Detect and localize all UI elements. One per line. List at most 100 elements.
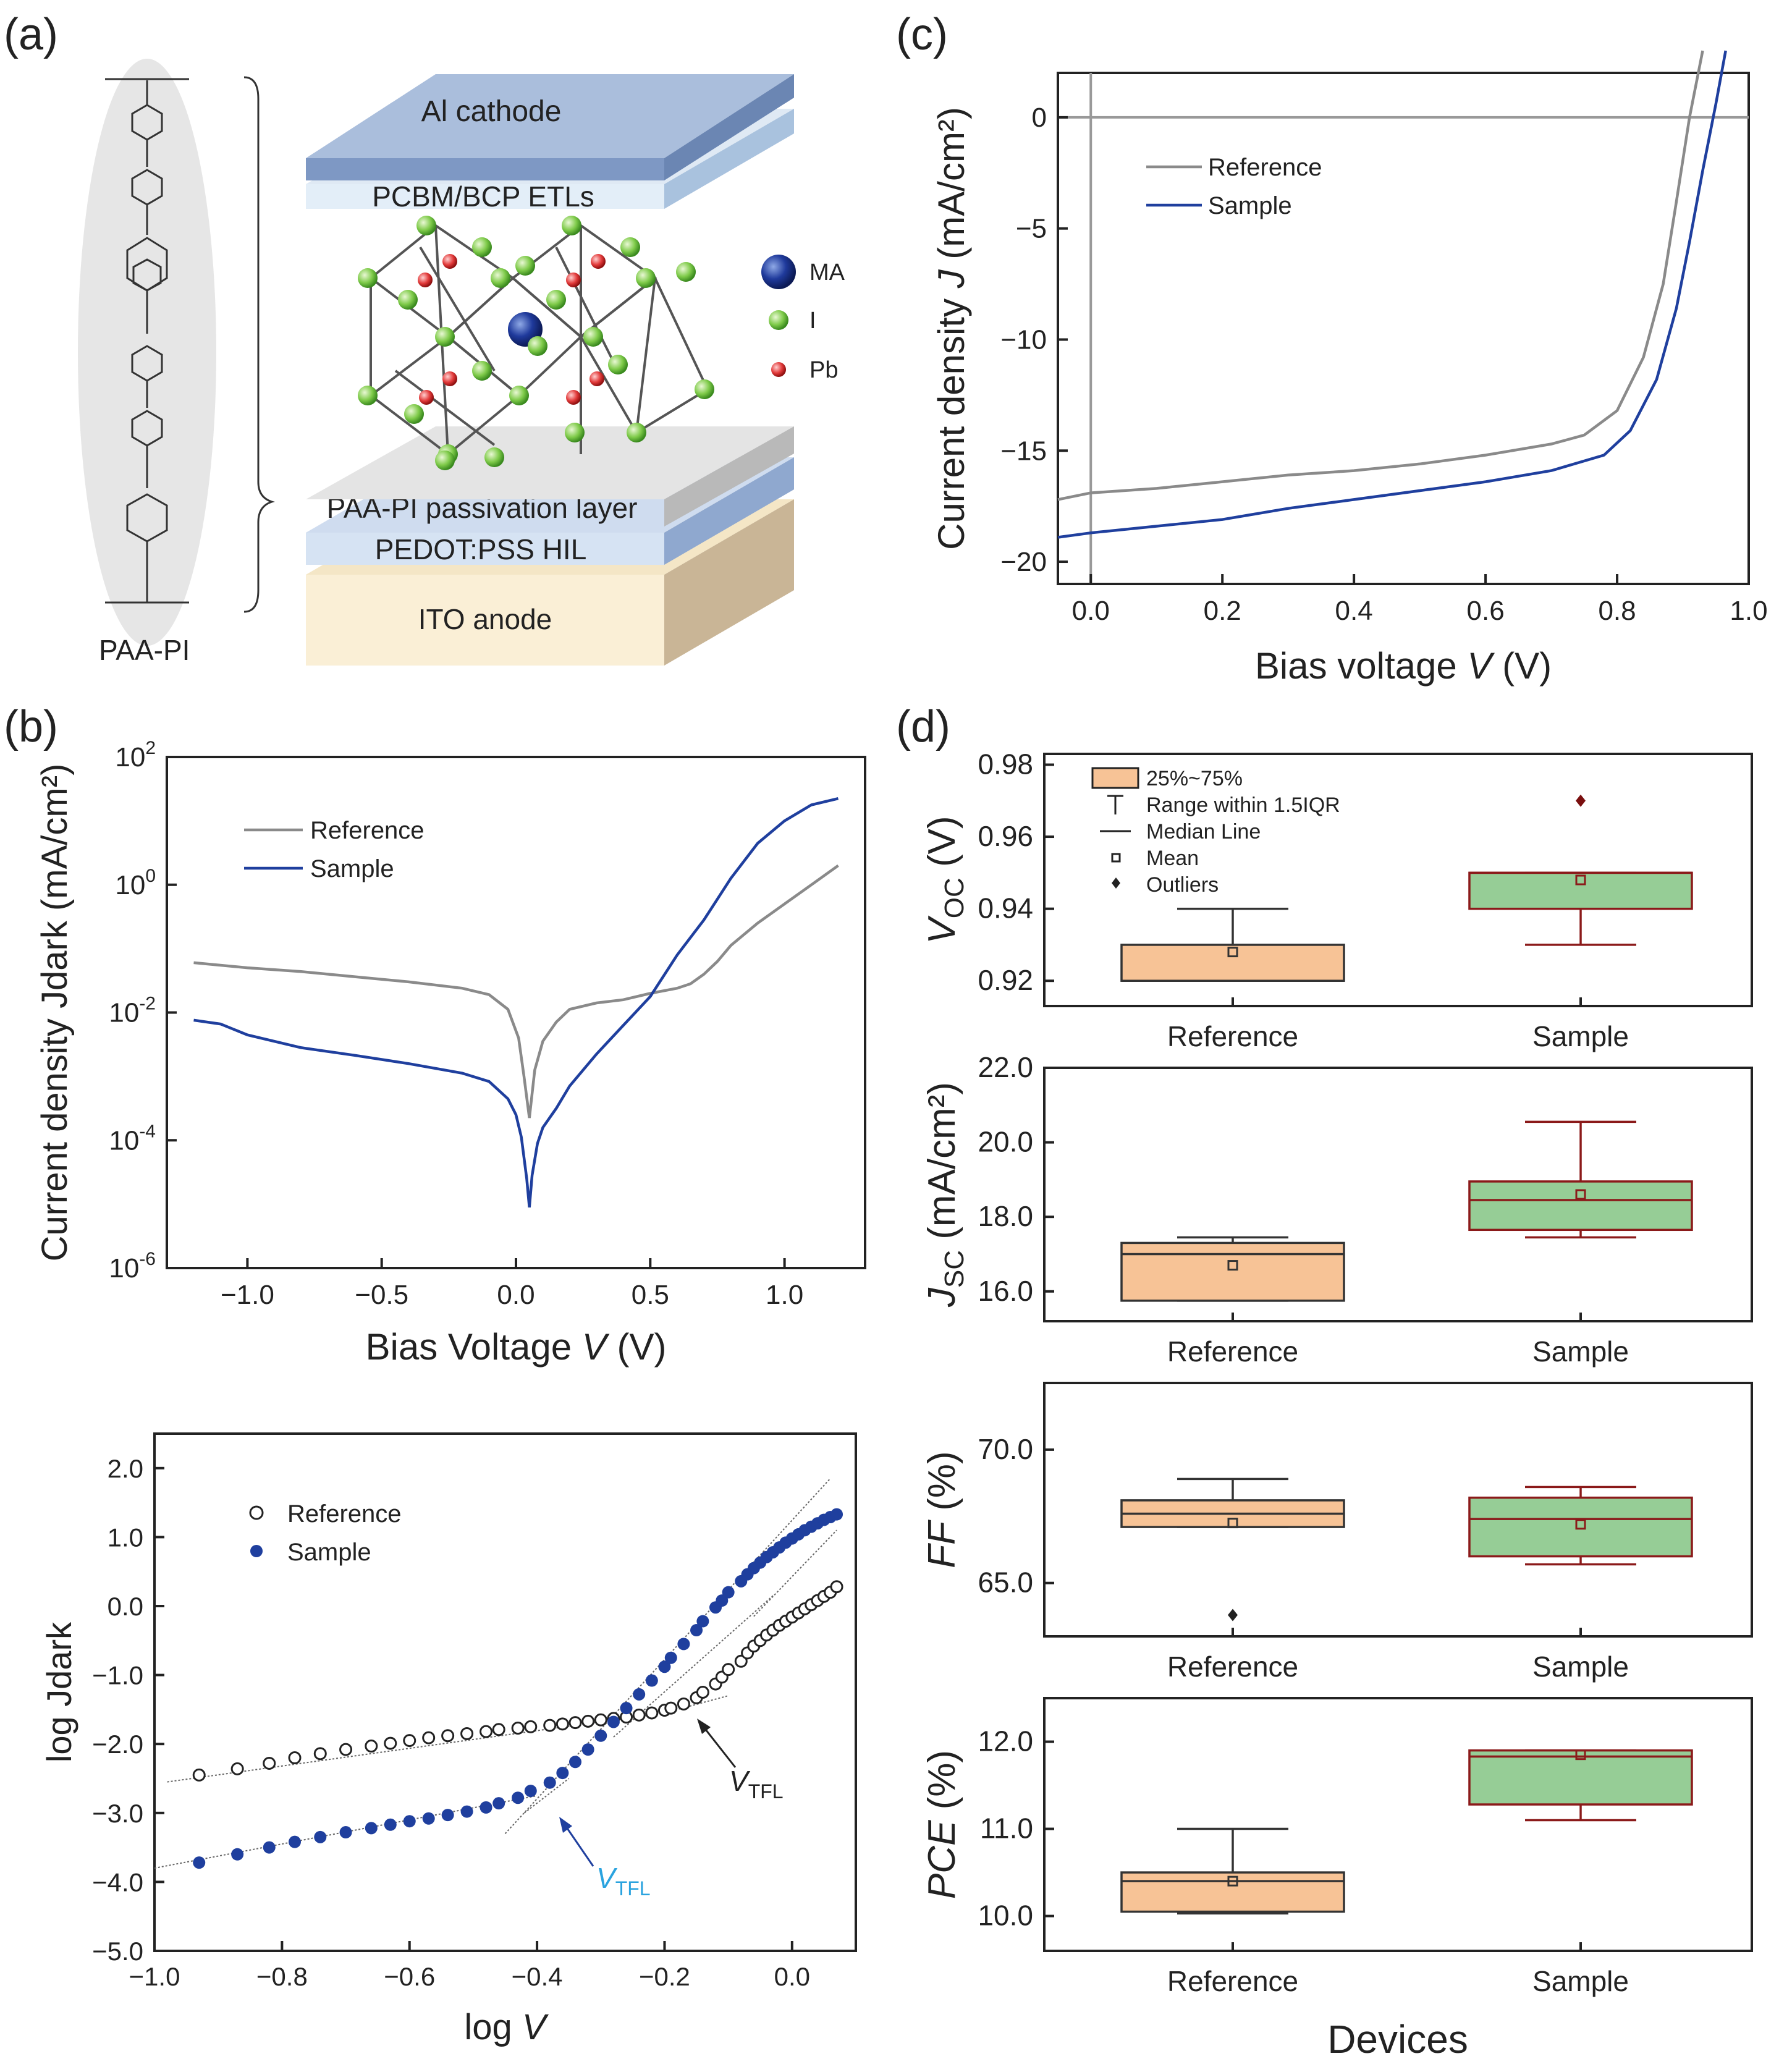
y-tick-label: 100 [115, 866, 156, 900]
sample-point [645, 1674, 658, 1687]
legend-label: Sample [1208, 192, 1292, 219]
sample-point [658, 1660, 671, 1673]
y-tick-label: 0 [1032, 103, 1047, 133]
reference-point [288, 1751, 302, 1765]
sample-point [581, 1743, 594, 1756]
legend-label: Median Line [1146, 820, 1261, 844]
al-cathode-side [664, 74, 794, 180]
sample-point [384, 1818, 397, 1831]
reference-point [263, 1756, 276, 1770]
sample-point [263, 1841, 276, 1854]
iqr-box [1468, 1749, 1693, 1806]
sample-point [664, 1651, 677, 1664]
series-sample [1057, 50, 1727, 539]
tfl-var: V [729, 1765, 751, 1797]
x-tick-label: 0.0 [774, 1962, 810, 1991]
x-tick-label: 1.0 [766, 1280, 803, 1310]
x-tick-label: 1.0 [1730, 596, 1767, 626]
y-axis-label: log Jdark [40, 1622, 78, 1762]
legend-label: 25%~75% [1146, 767, 1243, 790]
reference-point [568, 1716, 582, 1730]
x-tick-label: 0.8 [1598, 596, 1636, 626]
category-label: Reference [1167, 1651, 1298, 1683]
category-label: Sample [1532, 1651, 1629, 1683]
mean-marker [1227, 1875, 1238, 1887]
pcbm-side [664, 109, 794, 209]
y-axis-label: Current density Jdark (mA/cm²) [35, 764, 75, 1262]
y-tick-label: −4.0 [92, 1867, 143, 1897]
y-tick-base: 10 [109, 1125, 139, 1156]
panel-label-a: (a) [4, 10, 58, 59]
series-reference [1057, 50, 1704, 501]
layer-al: Al cathode [421, 95, 562, 128]
jv-chart: 0.0 0.2 0.4 0.6 0.8 1.0 0 −5 −10 −15 −20 Reference S… [931, 50, 1768, 687]
y-tick-label: −15 [1000, 436, 1047, 466]
reference-point [677, 1697, 690, 1710]
reference-point [230, 1762, 244, 1775]
box-charts: 0.92 0.94 0.96 0.98 Reference Sample VOC (V) 16… [921, 748, 1753, 2061]
tfl-label-sample: VTFL [596, 1862, 651, 1900]
panel-label-b: (b) [4, 702, 58, 751]
y-tick-label: −10 [1000, 324, 1047, 355]
y-tick-label: 10.0 [978, 1900, 1033, 1932]
reference-point [524, 1720, 538, 1733]
molecule-background [78, 59, 216, 646]
sample-point [830, 1508, 843, 1521]
x-axis-label-pre: Bias voltage [1255, 645, 1468, 687]
reference-point [645, 1706, 659, 1720]
x-axis-label-var: V [582, 1326, 610, 1368]
y-axis-label-post: (%) [921, 1750, 963, 1820]
y-tick-label: 16.0 [978, 1275, 1033, 1307]
series-reference [193, 864, 839, 1118]
y-tick-exp: -6 [139, 1249, 156, 1269]
sample-point [524, 1785, 537, 1798]
brace [243, 76, 275, 613]
tfl-var: V [596, 1862, 618, 1894]
plot-frame [1057, 72, 1750, 585]
y-tick-exp: -2 [139, 994, 156, 1014]
x-axis-label: Bias voltage V (V) [1255, 645, 1552, 687]
sample-point [231, 1848, 244, 1861]
mean-marker [1227, 1260, 1238, 1271]
y-tick-label: 2.0 [108, 1454, 143, 1483]
legend-label: Range within 1.5IQR [1146, 793, 1340, 817]
ito-anode-front [306, 575, 664, 666]
passivation-side [664, 426, 794, 526]
x-tick-label: −0.8 [256, 1962, 308, 1991]
iqr-box [1468, 1180, 1693, 1232]
outlier-marker [1576, 794, 1586, 807]
y-tick-label: 10-2 [109, 994, 156, 1028]
y-tick-label: 10-6 [109, 1249, 156, 1283]
reference-point [511, 1722, 525, 1735]
y-tick-label: 1.0 [108, 1523, 143, 1552]
fit-guide [753, 1529, 837, 1617]
dark-jv-chart: −1.0 −0.5 0.0 0.5 1.010210010-210-410-6Refer… [35, 738, 866, 1368]
y-tick-label: 65.0 [978, 1567, 1033, 1599]
sample-point [569, 1756, 581, 1769]
reference-point [664, 1701, 678, 1715]
y-tick-base: 10 [109, 998, 139, 1028]
reference-point [722, 1663, 735, 1677]
y-tick-base: 10 [115, 870, 145, 900]
y-tick-base: 10 [115, 742, 145, 772]
y-axis-label-post: (V) [921, 816, 963, 877]
reference-point [365, 1740, 378, 1753]
y-tick-label: −1.0 [92, 1661, 143, 1690]
sample-point [460, 1805, 473, 1818]
sample-point [594, 1729, 607, 1742]
y-tick-label: 18.0 [978, 1200, 1033, 1232]
iqr-box [1120, 1241, 1345, 1302]
layer-pcbm: PCBM/BCP ETLs [372, 180, 594, 213]
pedot-side [664, 457, 794, 565]
panel-label-c: (c) [896, 10, 948, 59]
sample-point [543, 1776, 556, 1789]
y-axis-label: Current density J (mA/cm²) [931, 107, 972, 550]
series-sample [193, 797, 839, 1208]
sample-point [607, 1715, 620, 1728]
legend-label: Sample [287, 1539, 371, 1566]
reference-point [581, 1714, 595, 1728]
ito-anode-side [664, 499, 794, 666]
sample-point [339, 1826, 352, 1839]
x-tick-label: 0.4 [1335, 596, 1373, 626]
